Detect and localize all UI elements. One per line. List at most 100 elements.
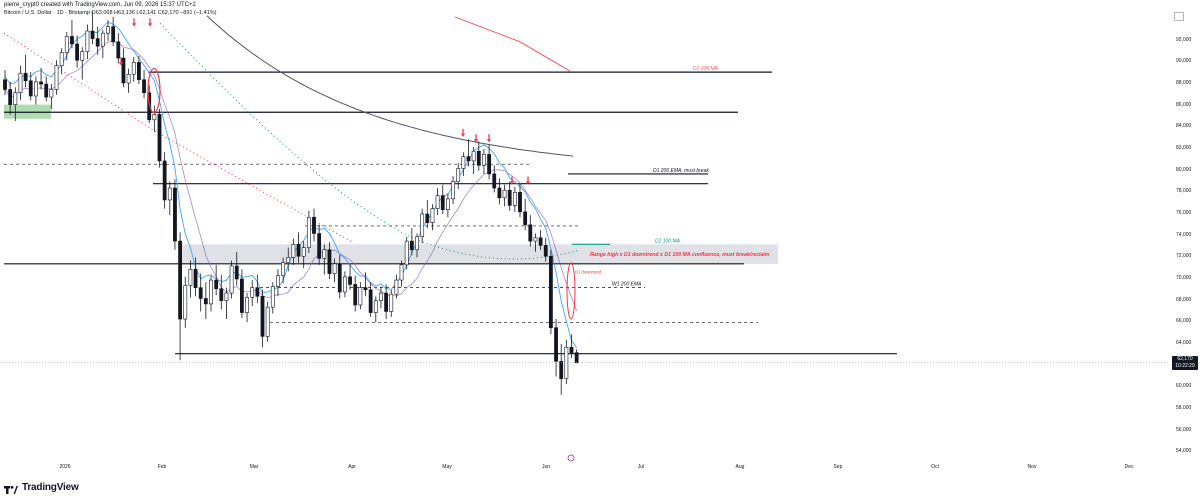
settings-icon[interactable] [1174, 12, 1184, 21]
candle-body [203, 298, 208, 305]
candle-body [518, 192, 522, 213]
candle-body [415, 236, 419, 251]
candle-body [512, 192, 517, 206]
price-tick-label: 80,000 [1176, 166, 1192, 173]
last-price-label: 62,170 10:22:29 [1172, 356, 1198, 370]
candle-body [543, 245, 548, 257]
candle-body [445, 198, 450, 210]
candle-body [523, 211, 528, 226]
candle-body [80, 51, 85, 61]
price-axis[interactable]: 92,000 90,000 88,000 86,000 84,000 82,000 80,0… [1170, 18, 1200, 470]
candle-body [451, 181, 455, 200]
price-tick-label: 74,000 [1176, 231, 1192, 238]
time-tick-label: May [442, 464, 452, 470]
candle-body [286, 257, 291, 264]
candle-body [425, 213, 430, 223]
down-arrow-marker [509, 181, 515, 185]
time-tick-label: Oct [931, 464, 939, 470]
candle-body [373, 300, 378, 313]
candle-body [301, 247, 306, 257]
candle-body [466, 156, 471, 162]
candle-body [95, 38, 100, 47]
time-tick-label: Jul [637, 464, 645, 470]
candle-body [538, 237, 543, 246]
price-tick-label: 56,000 [1176, 426, 1192, 433]
candle-body [399, 264, 404, 281]
candle-body [75, 43, 80, 61]
candle-body [224, 292, 229, 301]
candle-body [100, 32, 105, 47]
candle-body [198, 287, 203, 299]
candle-body [188, 268, 193, 286]
candle-body [394, 279, 399, 295]
candle-body [482, 154, 486, 166]
last-price-value: 62,170 [1177, 356, 1193, 362]
candle-body [440, 195, 445, 210]
time-tick-label: Feb [157, 464, 167, 470]
candle-body [229, 265, 234, 294]
down-arrow-marker [473, 139, 479, 143]
chart-header-creator: pierre_crypt0 created with TradingView.c… [4, 2, 196, 8]
price-tick-label: 82,000 [1176, 144, 1192, 151]
candle-body [430, 208, 435, 223]
price-tick-label: 54,000 [1176, 448, 1192, 455]
candle-body [157, 114, 162, 162]
level-label: D1 200 MA [693, 66, 719, 72]
candle-body [265, 306, 270, 337]
candle-body [327, 249, 332, 274]
highlight-ellipse [566, 262, 576, 320]
footer-brand-text: TradingView [22, 481, 79, 493]
event-marker-icon [567, 454, 575, 462]
candle-body [569, 346, 574, 353]
confluence-annotation: Range high x D1 downtrend x D1 100 MA co… [590, 252, 770, 258]
candle-body [559, 360, 564, 379]
candle-body [131, 62, 136, 75]
candle-body [116, 41, 121, 59]
downtrend-annotation: D1 downtrend [575, 270, 602, 275]
candle-body [111, 26, 116, 43]
green-dotted-ma [159, 23, 581, 260]
candle-body [44, 83, 49, 98]
candle-body [245, 297, 249, 313]
down-arrow-marker [147, 23, 153, 27]
price-tick-label: 84,000 [1176, 123, 1192, 130]
step-ma-line [4, 21, 578, 348]
down-arrow-marker [131, 23, 137, 27]
candle-body [85, 30, 90, 52]
time-tick-label: 2026 [59, 464, 71, 470]
candle-body [260, 296, 265, 337]
candle-body [337, 263, 342, 293]
price-tick-label: 68,000 [1176, 296, 1192, 303]
candle-body [507, 189, 512, 206]
candle-body [276, 275, 280, 287]
candle-body [70, 36, 74, 45]
candle-body [384, 292, 389, 312]
level-label: W1 200 EMA [612, 282, 642, 288]
time-tick-label: Mar [249, 464, 259, 470]
price-tick-label: 70,000 [1176, 274, 1192, 281]
candle-body [214, 279, 219, 290]
candle-body [33, 81, 38, 97]
candle-body [368, 289, 373, 313]
time-tick-label: Aug [735, 464, 745, 470]
candle-body [39, 81, 43, 85]
candle-body [59, 52, 64, 66]
time-tick-label: Dec [1124, 464, 1134, 470]
candle-body [291, 244, 296, 258]
time-tick-label: Apr [348, 464, 356, 470]
candle-body [497, 187, 502, 199]
price-tick-label: 60,000 [1176, 383, 1192, 390]
candle-body [471, 150, 476, 162]
candle-body [296, 244, 301, 257]
candle-body [152, 114, 157, 121]
footer-brand[interactable]: TradingView [4, 480, 79, 494]
candle-body [456, 168, 461, 182]
candle-body [54, 65, 59, 90]
candle-body [270, 286, 275, 308]
candle-body [435, 195, 440, 209]
candle-body [281, 262, 286, 277]
candle-body [142, 79, 146, 94]
candle-body [492, 173, 497, 189]
time-axis[interactable]: 2026 Feb Mar Apr May Jun Jul Aug Sep Oct Nov Dec [0, 462, 1170, 472]
